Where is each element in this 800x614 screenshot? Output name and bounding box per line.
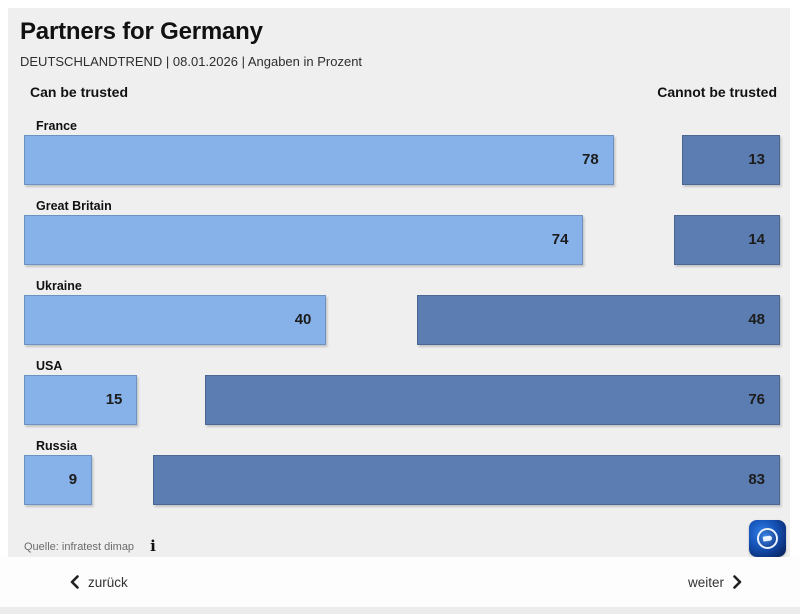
back-button[interactable]: zurück [70,575,128,590]
trusted-bar: 9 [24,455,93,505]
chevron-left-icon [70,575,79,589]
bar-chart: France 78 13 Great Britain 74 14 [24,116,780,516]
next-button[interactable]: weiter [688,575,742,590]
navigation-bar: zurück weiter [0,557,800,607]
tagesschau-logo [749,520,786,557]
not-trusted-value: 48 [748,311,765,328]
column-headers: Can be trusted Cannot be trusted [30,84,777,100]
not-trusted-bar: 13 [681,135,780,185]
trusted-bar: 78 [24,135,614,185]
not-trusted-bar: 76 [205,375,780,425]
chart-row: Ukraine 40 48 [24,276,780,356]
not-trusted-bar: 48 [417,295,780,345]
source-line: Quelle: infratest dimap i [24,539,156,554]
right-column-header: Cannot be trusted [657,84,777,100]
trusted-value: 40 [294,311,312,328]
trusted-value: 9 [68,471,78,488]
chart-row: USA 15 76 [24,356,780,436]
chevron-right-icon [733,575,742,589]
trusted-value: 15 [105,391,123,408]
bottom-strip [0,607,800,614]
not-trusted-value: 13 [748,151,765,168]
country-label: France [36,119,77,133]
not-trusted-value: 14 [748,231,765,248]
not-trusted-value: 83 [748,471,765,488]
chart-row: France 78 13 [24,116,780,196]
trusted-value: 78 [581,151,599,168]
country-label: USA [36,359,63,373]
page-title: Partners for Germany [20,18,263,45]
not-trusted-value: 76 [748,391,765,408]
not-trusted-bar: 83 [152,455,780,505]
source-text: Quelle: infratest dimap [24,540,135,553]
country-label: Great Britain [36,199,112,213]
back-label: zurück [88,574,128,590]
trusted-bar: 40 [24,295,327,345]
trusted-value: 74 [551,231,569,248]
chart-row: Great Britain 74 14 [24,196,780,276]
trusted-bar: 15 [24,375,138,425]
info-icon[interactable]: i [150,537,156,555]
subtitle: DEUTSCHLANDTREND | 08.01.2026 | Angaben … [20,54,363,69]
globe-icon [757,528,778,549]
left-column-header: Can be trusted [30,84,129,100]
country-label: Russia [36,439,77,453]
country-label: Ukraine [36,279,82,293]
chart-row: Russia 9 83 [24,436,780,516]
not-trusted-bar: 14 [674,215,780,265]
chart-panel: Partners for Germany DEUTSCHLANDTREND | … [8,8,790,557]
trusted-bar: 74 [24,215,584,265]
next-label: weiter [687,574,724,590]
